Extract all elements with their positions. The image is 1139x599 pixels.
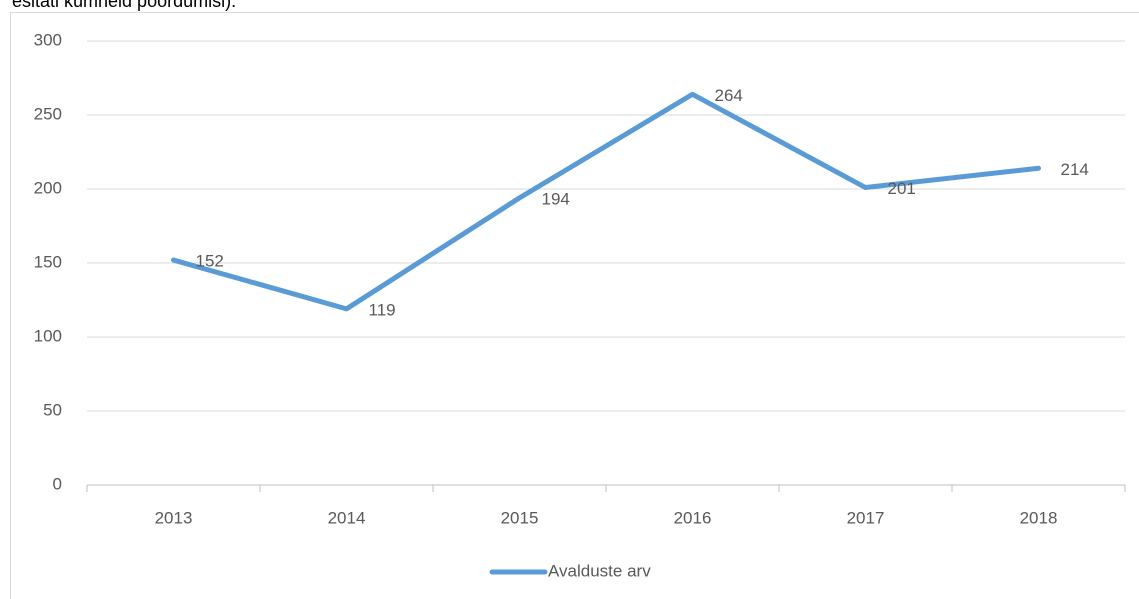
x-tick-label: 2016: [674, 508, 712, 527]
data-label: 119: [369, 300, 396, 319]
chart-border: [10, 12, 1139, 599]
data-label: 194: [542, 189, 570, 208]
y-tick-label: 150: [34, 252, 62, 271]
x-tick-label: 2014: [328, 508, 366, 527]
data-label: 152: [196, 252, 224, 271]
x-tick-label: 2015: [501, 508, 539, 527]
data-label: 264: [715, 86, 743, 105]
y-tick-label: 100: [34, 326, 62, 345]
data-label: 214: [1061, 160, 1089, 179]
data-line: [171, 91, 1041, 312]
y-tick-label: 0: [53, 474, 62, 493]
x-tick-label: 2013: [155, 508, 193, 527]
legend-label: Avalduste arv: [548, 561, 651, 580]
preceding-text: esitati kümneid pöördumisi).: [12, 0, 236, 11]
x-tick-label: 2018: [1020, 508, 1058, 527]
y-tick-label: 250: [34, 104, 62, 123]
x-tick-label: 2017: [847, 508, 885, 527]
y-tick-label: 50: [43, 400, 62, 419]
data-label: 201: [888, 179, 916, 198]
y-tick-label: 300: [34, 30, 62, 49]
y-tick-label: 200: [34, 178, 62, 197]
